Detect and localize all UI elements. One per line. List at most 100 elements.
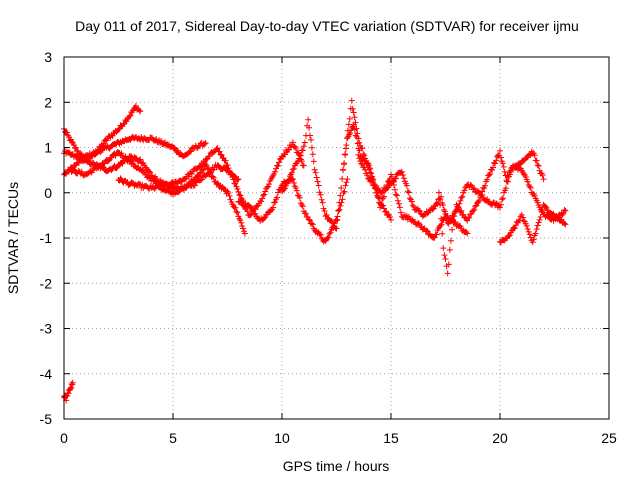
data-point [120,121,127,128]
data-point [345,121,352,128]
data-point [391,186,398,193]
data-point [206,170,213,177]
data-point [244,208,251,215]
data-point [347,129,354,136]
data-point [264,184,271,191]
data-point [334,217,341,224]
data-point [504,178,511,185]
x-axis-title: GPS time / hours [283,458,390,474]
data-point [502,185,509,192]
data-point [397,209,404,216]
data-point [238,219,245,226]
data-point [137,156,144,163]
data-point [348,97,355,104]
data-point [294,158,301,165]
data-point [72,144,79,151]
data-point [343,179,350,186]
data-point [405,189,412,196]
data-point [68,384,75,391]
data-point [387,214,394,221]
data-point [511,225,518,232]
data-point [392,191,399,198]
data-point [451,212,458,219]
data-point [339,175,346,182]
data-point [385,184,392,191]
data-point [324,234,331,241]
data-point [337,192,344,199]
data-point [394,197,401,204]
x-tick-label: 25 [601,430,617,446]
data-point [349,105,356,112]
data-point [450,218,457,225]
data-point [562,207,569,214]
data-point [317,231,324,238]
data-point [274,162,281,169]
data-point [275,189,282,196]
data-point [499,195,506,202]
data-point [316,231,323,238]
data-point [191,182,198,189]
data-point [69,379,76,386]
data-point [351,126,358,133]
data-point [457,197,464,204]
data-point [409,202,416,209]
data-point [187,148,194,155]
data-point [115,126,122,133]
data-point [105,157,112,164]
data-point [400,175,407,182]
y-tick-label: -2 [40,275,53,291]
data-point [381,193,388,200]
series-track-12 [497,201,569,246]
data-point [392,175,399,182]
data-point [122,153,129,160]
data-point [205,166,212,173]
x-tick-label: 0 [60,430,68,446]
data-point [136,107,143,114]
data-point [484,176,491,183]
data-point [89,159,96,166]
data-point [214,145,221,152]
data-point [289,139,296,146]
data-point [191,177,198,184]
data-point [393,192,400,199]
data-point [440,245,447,252]
data-point [524,226,531,233]
data-point [301,139,308,146]
data-point [259,195,266,202]
data-point [395,200,402,207]
data-point [429,206,436,213]
data-point [207,169,214,176]
data-point [338,185,345,192]
series-track-10 [435,189,482,277]
data-point [112,152,119,159]
data-point [249,205,256,212]
data-point [231,180,238,187]
data-point [299,147,306,154]
data-point [529,239,536,246]
data-point [318,196,325,203]
data-point [337,202,344,209]
data-point [68,381,75,388]
data-point [308,220,315,227]
data-point [464,230,471,237]
data-point [455,205,462,212]
data-point [78,168,85,175]
data-point [520,170,527,177]
data-point [226,192,233,199]
data-point [379,189,386,196]
data-point [434,200,441,207]
data-point [258,198,265,205]
data-point [361,152,368,159]
data-point [294,149,301,156]
x-tick-label: 15 [383,430,399,446]
data-point [317,191,324,198]
data-point [406,195,413,202]
data-point [350,109,357,116]
data-point [297,152,304,159]
data-point [468,210,475,217]
data-point [475,199,482,206]
data-point [540,176,547,183]
data-point [339,196,346,203]
data-point [232,180,239,187]
data-point [235,188,242,195]
